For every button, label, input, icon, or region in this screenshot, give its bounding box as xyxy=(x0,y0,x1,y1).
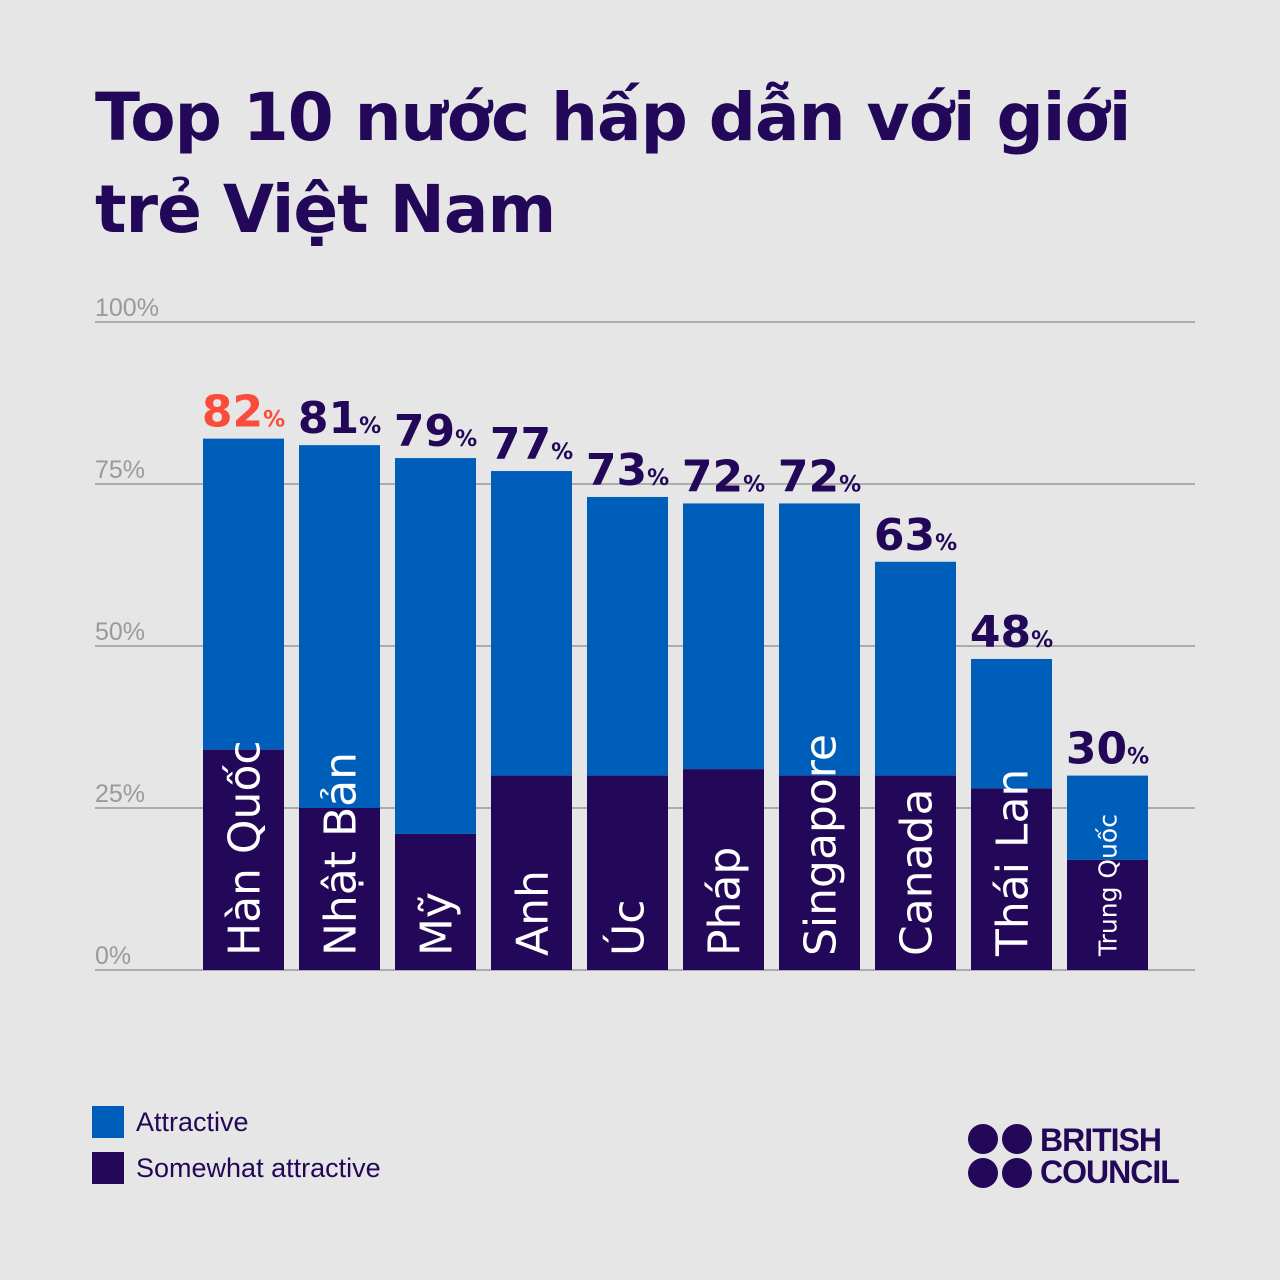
bar-attractive xyxy=(395,458,476,834)
category-label-thai-lan: Thái Lan xyxy=(988,769,1039,957)
bar-somewhat-attractive xyxy=(1067,859,1148,970)
bar-somewhat-attractive xyxy=(587,775,668,970)
bar-attractive xyxy=(299,445,380,808)
value-label: 81% xyxy=(298,393,381,444)
logo-text: BRITISH COUNCIL xyxy=(1040,1122,1180,1190)
bar-attractive xyxy=(491,471,572,776)
bar-attractive xyxy=(203,438,284,750)
bar-attractive xyxy=(779,503,860,776)
logo-line-2: COUNCIL xyxy=(1040,1154,1180,1190)
legend-swatch-attractive xyxy=(92,1106,124,1138)
value-label: 77% xyxy=(490,419,573,470)
legend-label-attractive: Attractive xyxy=(136,1106,249,1137)
logo-line-1: BRITISH xyxy=(1040,1122,1162,1158)
bar-attractive xyxy=(587,496,668,776)
bar-somewhat-attractive xyxy=(395,833,476,970)
category-label-my: Mỹ xyxy=(412,892,463,956)
legend-label-somewhat-attractive: Somewhat attractive xyxy=(136,1152,381,1183)
bar-somewhat-attractive xyxy=(971,788,1052,970)
value-label: 30% xyxy=(1066,724,1149,775)
bar-attractive xyxy=(683,503,764,770)
bar-somewhat-attractive xyxy=(491,775,572,970)
y-tick-label: 50% xyxy=(95,618,145,646)
bar-somewhat-attractive xyxy=(779,775,860,970)
chart-title: Top 10 nước hấp dẫn với giới trẻ Việt Na… xyxy=(95,79,1131,248)
category-label-uc: Úc xyxy=(602,900,655,956)
legend: Attractive Somewhat attractive xyxy=(92,1106,381,1198)
bar-attractive xyxy=(971,658,1052,789)
value-label: 72% xyxy=(778,451,861,502)
category-label-anh: Anh xyxy=(508,870,559,956)
legend-item-somewhat-attractive: Somewhat attractive xyxy=(92,1152,381,1184)
value-label: 48% xyxy=(970,607,1053,658)
bar-somewhat-attractive xyxy=(299,808,380,970)
bar-somewhat-attractive xyxy=(875,775,956,970)
category-label-nhat-ban: Nhật Bản xyxy=(316,752,367,956)
value-label: 79% xyxy=(394,406,477,457)
category-label-canada: Canada xyxy=(892,789,943,956)
category-label-phap: Pháp xyxy=(700,847,751,956)
bar-somewhat-attractive xyxy=(203,749,284,970)
value-label: 72% xyxy=(682,451,765,502)
y-tick-label: 0% xyxy=(95,942,131,970)
logo-dots-icon xyxy=(968,1124,1032,1188)
y-tick-label: 25% xyxy=(95,780,145,808)
stacked-bar-chart: 0% 25% 50% 75% 100% 82% Hàn Quốc 81% Nhật Bản 79%… xyxy=(95,294,1195,971)
bar-attractive xyxy=(875,561,956,776)
legend-swatch-somewhat-attractive xyxy=(92,1152,124,1184)
bar-attractive xyxy=(1067,775,1148,860)
value-label: 73% xyxy=(586,445,669,496)
legend-item-attractive: Attractive xyxy=(92,1106,381,1138)
y-tick-label: 75% xyxy=(95,456,145,484)
category-label-trung-quoc: Trung Quốc xyxy=(1094,814,1123,957)
y-tick-label: 100% xyxy=(95,294,159,322)
category-label-han-quoc: Hàn Quốc xyxy=(220,740,271,956)
value-label: 82% xyxy=(202,387,285,438)
bar-somewhat-attractive xyxy=(683,769,764,970)
category-label-singapore: Singapore xyxy=(796,734,847,956)
value-label: 63% xyxy=(874,510,957,561)
british-council-logo: BRITISH COUNCIL xyxy=(968,1122,1180,1190)
